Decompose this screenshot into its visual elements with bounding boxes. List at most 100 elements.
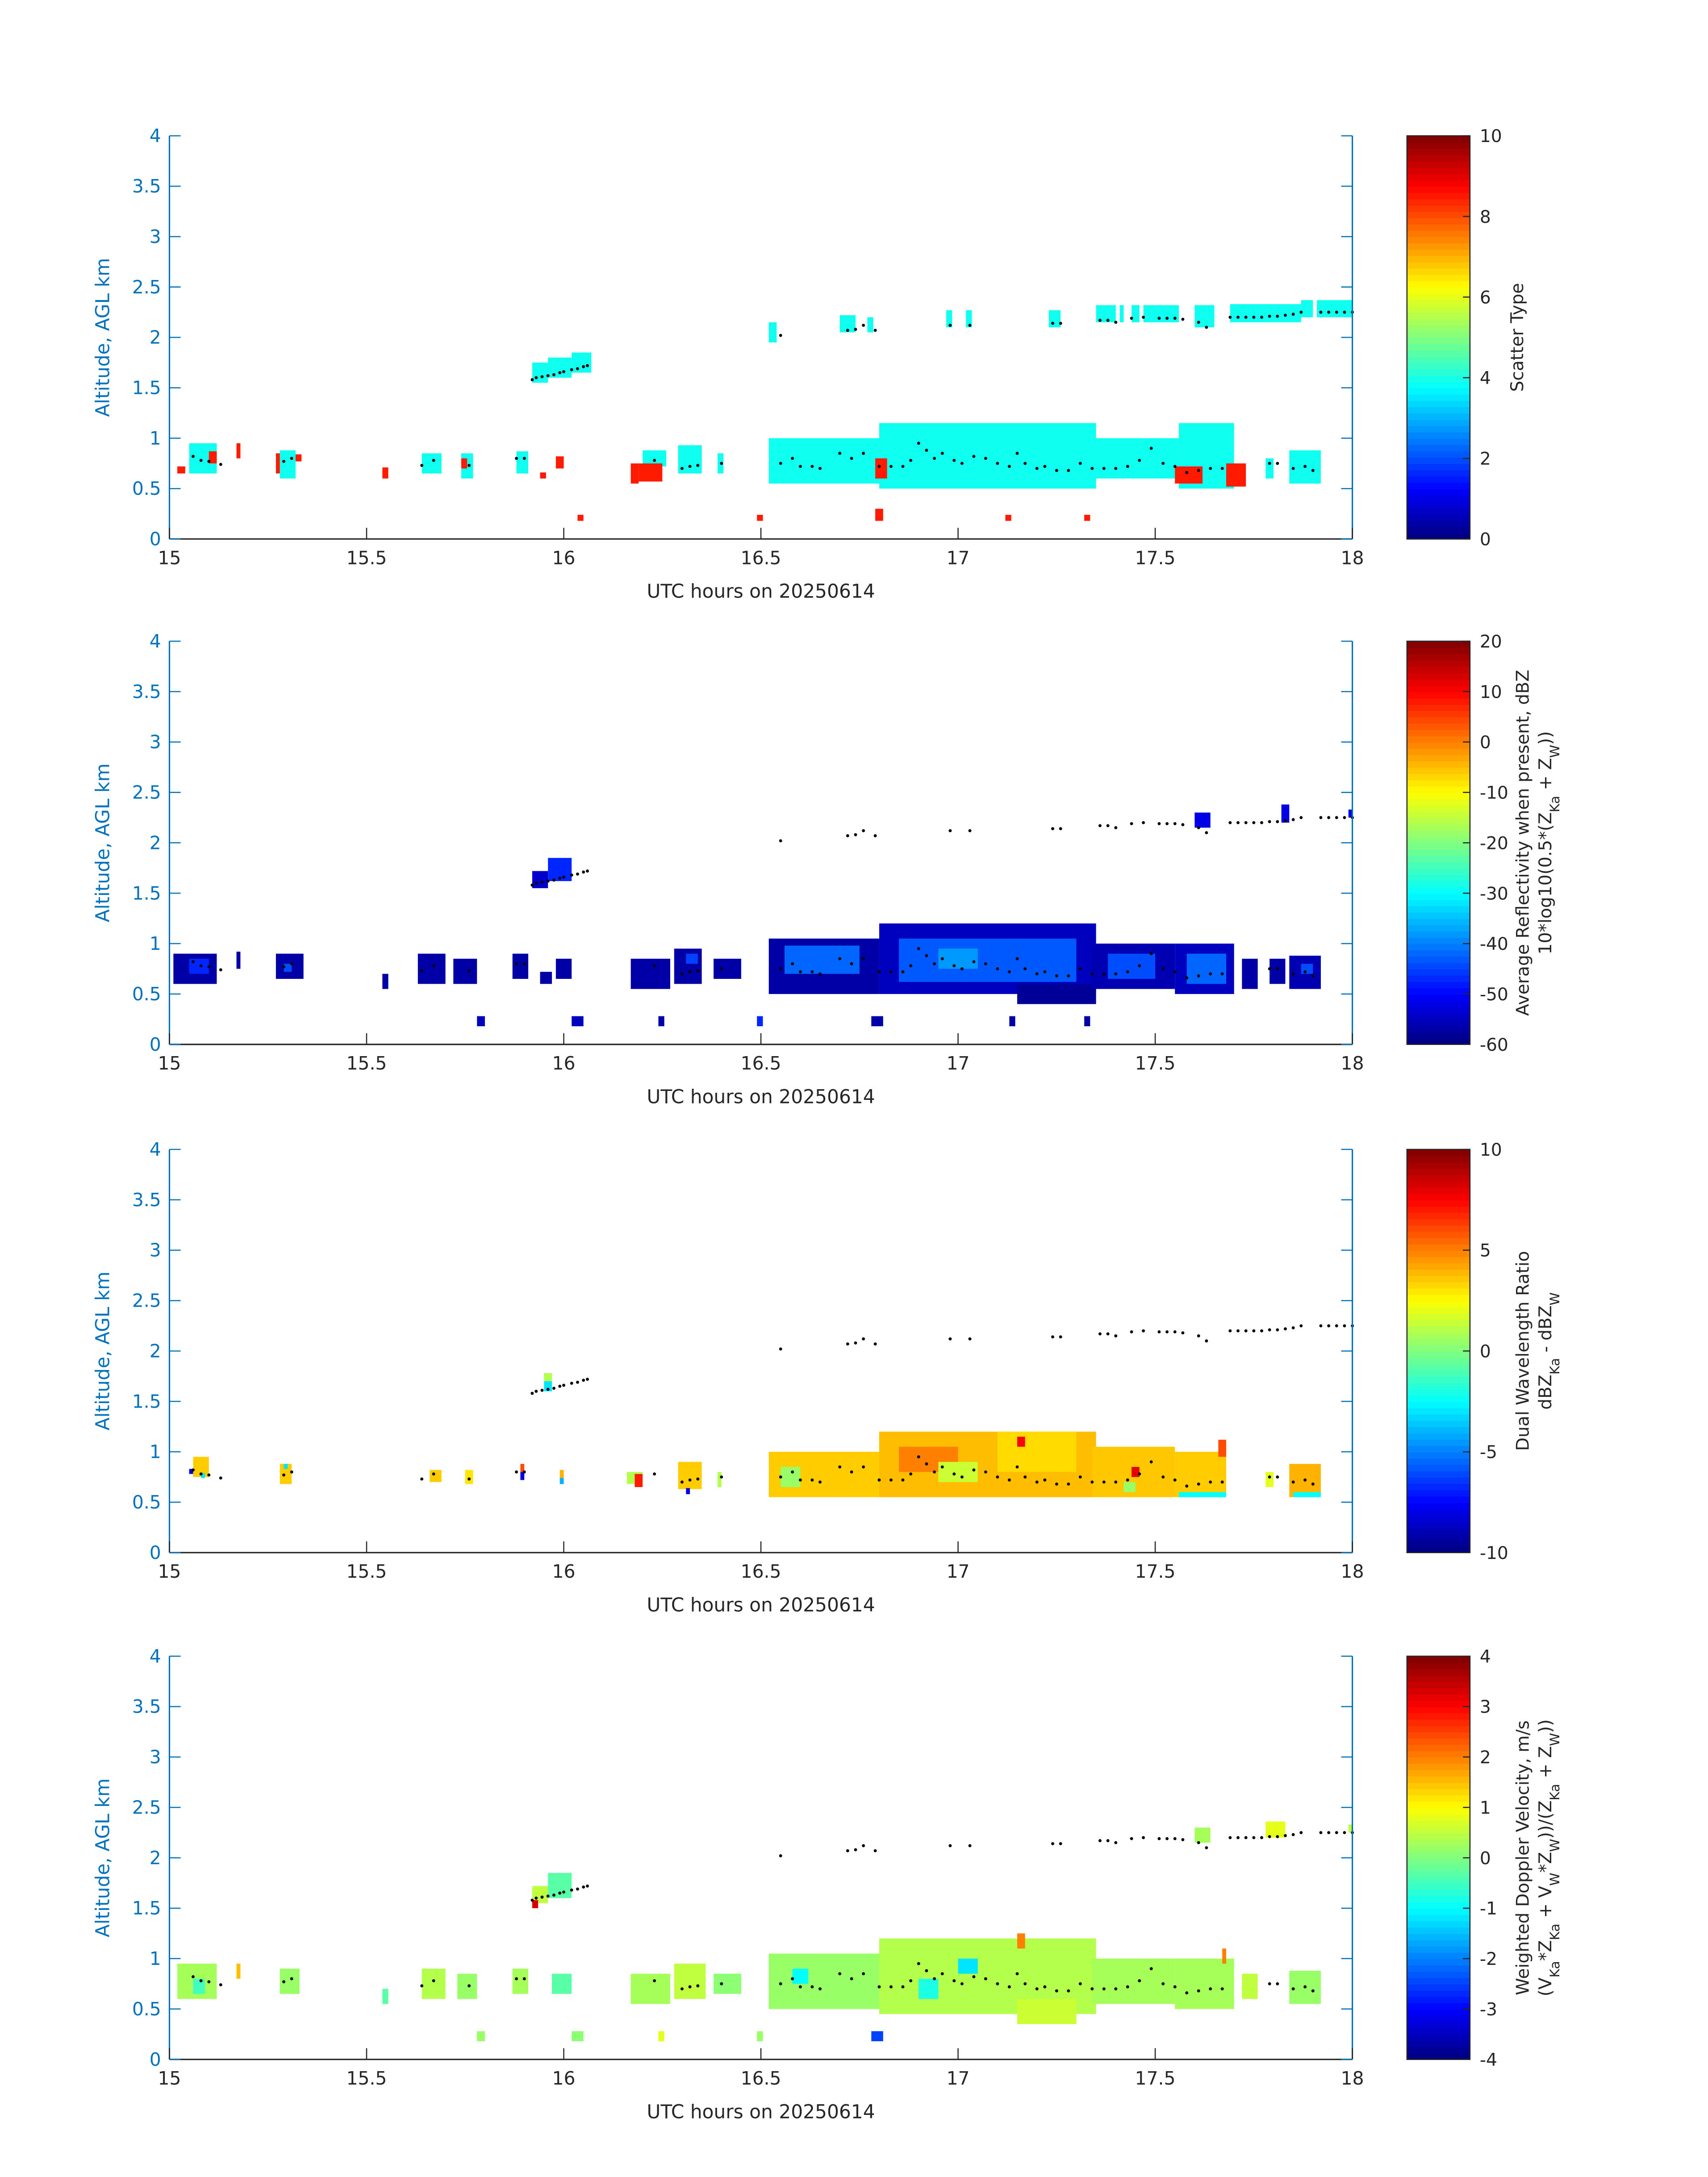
colorbar-segment [1407,1483,1470,1490]
cloud-base-point [522,1977,526,1981]
cloud-base-point [838,957,842,961]
cloud-base-point [1228,315,1232,319]
cloud-base-point [1173,465,1177,468]
cloud-base-point [1327,1324,1331,1328]
x-tick-label: 18 [1341,1561,1364,1582]
x-tick-label: 18 [1341,1053,1364,1074]
colorbar-segment [1407,1921,1470,1928]
colorbar-segment [1407,1694,1470,1701]
heatmap-cell [201,1473,205,1478]
heatmap-cell [1265,458,1274,479]
colorbar-segment [1407,1351,1470,1358]
colorbar-label-text: + Z [1536,758,1556,796]
cloud-base-point [576,872,579,876]
colorbar-segment [1407,419,1470,426]
cloud-base-point [540,880,544,884]
heatmap-cell [1301,300,1313,318]
colorbar-segment [1407,426,1470,433]
colorbar-segment [1407,843,1470,850]
heatmap-cell [1242,1973,1258,1999]
y-tick-label: 3.5 [132,681,161,702]
colorbar-label-subscript: W [1547,745,1562,758]
colorbar-segment [1407,350,1470,357]
x-tick-label: 17.5 [1135,1053,1176,1074]
cloud-base-point [1055,469,1058,472]
cloud-base-point [191,1975,195,1979]
colorbar-segment [1407,1534,1470,1541]
cloud-base-point [1114,972,1118,976]
colorbar-segment [1407,654,1470,661]
cloud-base-point [558,876,562,880]
cloud-base-point [207,460,211,463]
colorbar-segment [1407,912,1470,919]
cloud-base-point [952,1979,956,1983]
colorbar-segment [1407,1546,1470,1554]
heatmap-cell [422,1968,446,1999]
cloud-base-point [933,962,936,965]
cloud-base-point [779,462,782,465]
cloud-base-point [1205,1846,1208,1850]
colorbar-segment [1407,950,1470,957]
cloud-base-point [1260,1836,1263,1839]
colorbar-segment [1407,1000,1470,1007]
cloud-base-point [432,459,435,462]
colorbar-segment [1407,1832,1470,1840]
cloud-base-point [1161,1475,1165,1479]
colorbar-segment [1407,148,1470,155]
cloud-base-point [546,374,550,377]
cloud-base-point [1319,310,1323,314]
cloud-base-point [1051,1842,1054,1846]
y-tick-label: 0.5 [132,1492,161,1513]
cloud-base-point [1299,816,1303,819]
x-tick-label: 16 [552,1053,576,1074]
colorbar-label: Average Reflectivity when present, dBZ [1513,670,1533,1016]
colorbar-segment [1407,1782,1470,1789]
colorbar-segment [1407,1820,1470,1827]
colorbar-tick-label: -4 [1480,2050,1497,2070]
cloud-base-point [1276,462,1279,465]
colorbar-segment [1407,495,1470,502]
colorbar-tick-label: -30 [1480,884,1508,904]
cloud-base-point [1220,467,1224,470]
colorbar-tick-label: -50 [1480,985,1508,1005]
cloud-base-point [1276,967,1279,970]
heatmap-cell [577,514,584,521]
cloud-base-point [1015,451,1019,455]
colorbar-segment [1407,1496,1470,1503]
cloud-base-point [1197,826,1200,829]
cloud-base-point [552,373,555,376]
heatmap-cell [631,958,670,989]
heatmap-cell [875,509,883,521]
heatmap-cell [1132,1467,1140,1477]
colorbar-segment [1407,691,1470,699]
cloud-base-point [1051,1335,1054,1339]
cloud-base-point [1291,1480,1295,1484]
colorbar-segment [1407,918,1470,925]
colorbar-segment [1407,1958,1470,1966]
cloud-base-point [1173,1330,1177,1333]
x-tick-label: 16 [552,547,576,568]
cloud-base-point [1173,822,1177,825]
colorbar-segment [1407,987,1470,995]
cloud-base-point [862,1844,865,1847]
cloud-base-point [1165,1837,1169,1840]
cloud-base-point [720,1475,723,1479]
cloud-base-point [1197,321,1200,324]
cloud-base-point [1228,1329,1232,1333]
cloud-base-point [933,1470,936,1474]
cloud-base-point [850,1977,853,1981]
cloud-base-point [940,1972,944,1976]
colorbar-tick-label: 2 [1480,1748,1491,1768]
cloud-base-point [562,370,565,373]
cloud-base-point [207,1980,211,1984]
cloud-base-point [779,1854,782,1858]
colorbar-segment [1407,1433,1470,1440]
cloud-base-point [530,1391,534,1395]
colorbar-segment [1407,1162,1470,1169]
cloud-base-point [1291,1987,1295,1991]
heatmap-cell [1194,1827,1211,1843]
cloud-base-point [984,456,987,460]
y-tick-label: 2 [150,832,161,853]
x-tick-label: 17 [947,2068,970,2089]
colorbar-label-text: )) [1536,1719,1556,1733]
